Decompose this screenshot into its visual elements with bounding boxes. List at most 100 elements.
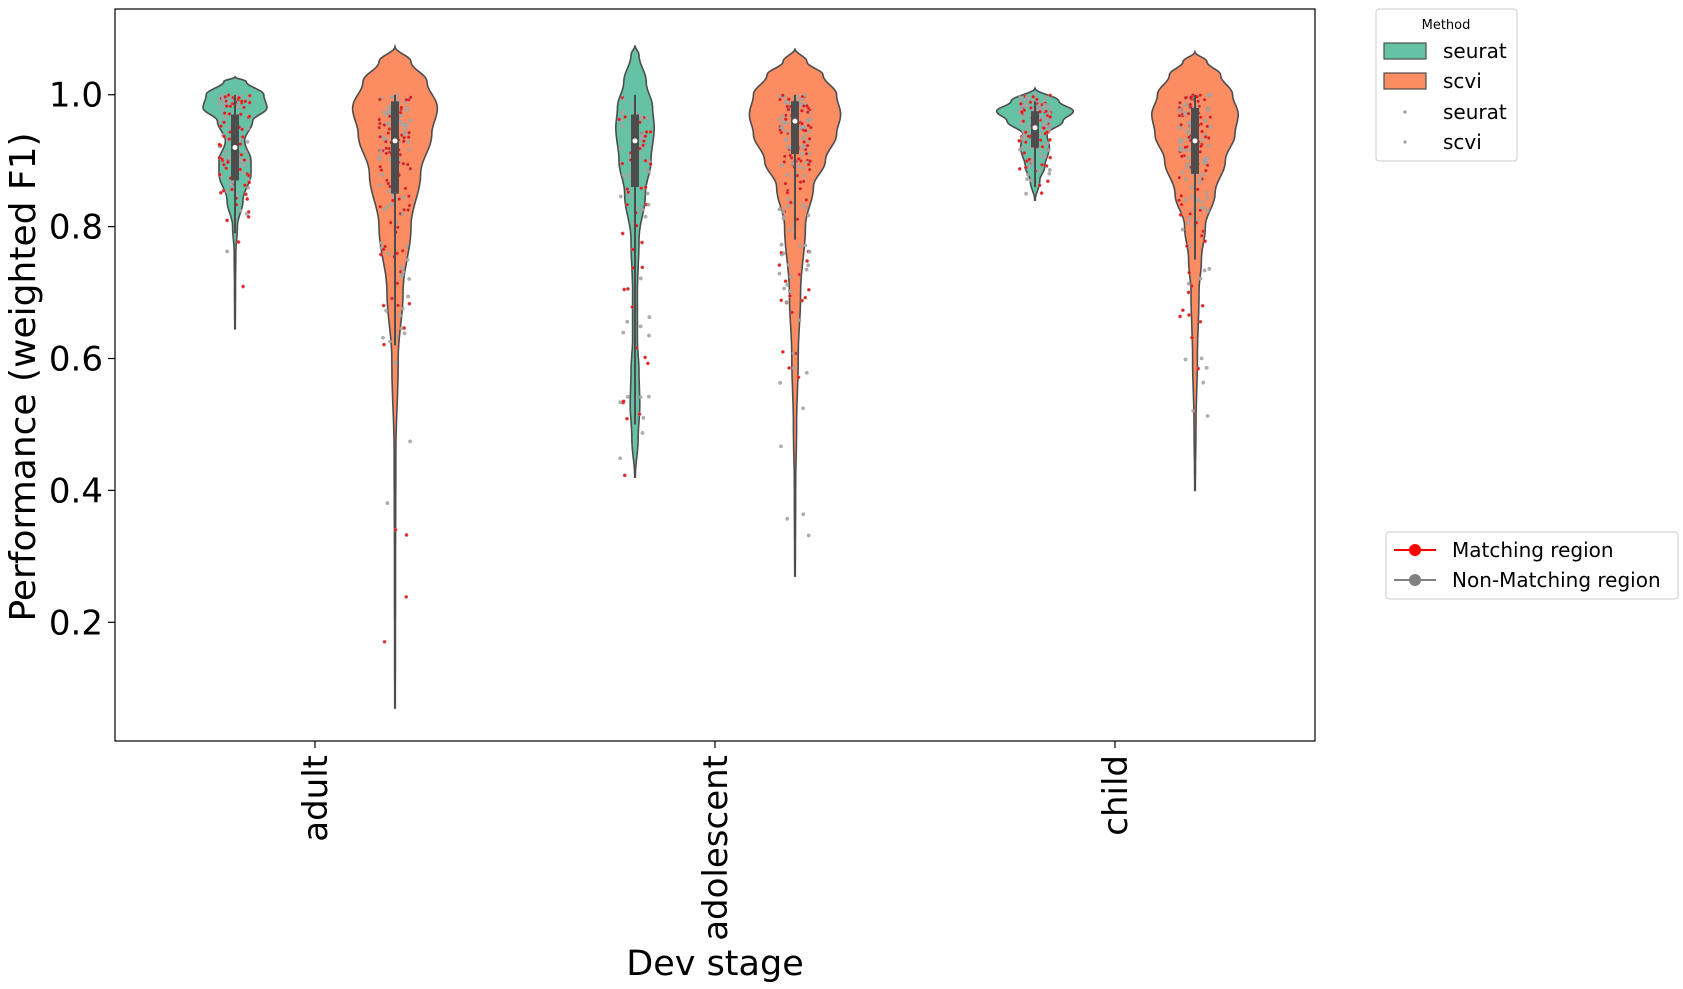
point-scvi-child [1177,113,1182,118]
point-seurat-adult [228,104,233,109]
point-seurat-adolescent [647,315,652,320]
point-seurat-adult [222,120,227,125]
point-seurat-child [1027,145,1032,150]
point-scvi-child [1204,160,1209,165]
point-seurat-adult [247,180,252,185]
point-scvi-adolescent [777,263,782,268]
point-scvi-adult [377,97,382,102]
point-scvi-adult [388,339,393,344]
point-scvi-adult [405,257,410,262]
point-seurat-adult [244,211,249,216]
point-seurat-adolescent [630,305,635,309]
point-scvi-child [1206,93,1211,97]
point-scvi-adolescent [788,293,792,298]
point-scvi-adolescent [791,366,796,371]
point-scvi-adolescent [780,93,785,98]
point-seurat-adult [224,104,229,109]
point-scvi-adolescent [787,145,792,150]
point-seurat-child [1024,103,1029,107]
point-seurat-child [1030,160,1035,165]
point-scvi-adult [384,178,389,183]
legend-marker-matching [1409,544,1421,556]
point-seurat-child [1027,157,1032,162]
point-scvi-adult [403,126,408,131]
point-scvi-child [1191,408,1196,413]
point-scvi-adolescent [806,162,811,167]
point-scvi-child [1177,126,1182,130]
point-scvi-adolescent [805,119,810,123]
point-seurat-adolescent [617,117,622,122]
point-seurat-child [1047,167,1052,172]
point-scvi-adolescent [777,207,782,212]
point-scvi-adult [399,122,404,127]
point-seurat-adult [246,158,250,163]
y-axis-label: Performance (weighted F1) [3,132,44,621]
point-scvi-child [1185,162,1189,167]
box-scvi-adolescent [791,101,799,155]
point-scvi-child [1200,199,1205,204]
point-seurat-adult [217,119,222,124]
point-scvi-adolescent [805,259,810,263]
plot-frame [114,8,1316,742]
legend-marker-non-matching [1409,574,1421,586]
point-scvi-child [1178,212,1183,217]
point-scvi-child [1184,128,1189,133]
point-seurat-adult [218,190,223,195]
point-scvi-adolescent [778,380,783,385]
point-seurat-adult [225,218,230,223]
point-seurat-adolescent [641,139,646,144]
point-scvi-child [1177,175,1182,180]
point-scvi-adolescent [799,108,804,113]
legend-swatch-scvi [1383,72,1427,90]
point-scvi-adolescent [801,406,805,411]
point-scvi-child [1178,108,1183,112]
point-seurat-adolescent [618,194,623,199]
point-scvi-child [1201,172,1206,177]
point-seurat-adolescent [618,146,623,151]
point-scvi-adolescent [800,151,805,156]
point-scvi-adult [398,313,403,318]
point-scvi-adolescent [802,173,807,178]
point-scvi-adult [397,197,402,202]
point-seurat-adolescent [639,186,644,191]
point-scvi-adolescent [803,128,808,133]
point-scvi-child [1198,176,1202,181]
point-scvi-adolescent [781,209,786,214]
point-scvi-adolescent [800,125,805,130]
point-seurat-child [1019,109,1024,114]
point-scvi-adolescent [805,103,810,108]
point-seurat-child [1042,126,1046,131]
point-seurat-adolescent [647,333,651,338]
point-seurat-adult [227,137,232,141]
point-seurat-adult [220,107,225,112]
point-scvi-child [1182,112,1187,116]
point-scvi-child [1179,193,1184,198]
point-seurat-adolescent [622,97,627,102]
point-scvi-adolescent [802,145,807,150]
point-seurat-adult [217,102,222,107]
point-scvi-adolescent [796,164,801,169]
point-scvi-adolescent [779,242,784,247]
point-seurat-adult [221,154,226,159]
point-seurat-child [1017,120,1022,125]
point-seurat-adult [246,173,251,178]
point-scvi-child [1179,145,1184,150]
point-seurat-adult [225,189,230,194]
point-scvi-adult [378,134,383,139]
point-scvi-adult [382,110,387,115]
point-scvi-adolescent [798,243,803,248]
point-scvi-adult [407,147,412,152]
point-scvi-adult [379,240,383,245]
point-seurat-child [1045,141,1050,146]
point-scvi-adolescent [788,200,793,205]
point-seurat-adolescent [638,276,643,281]
point-scvi-adolescent [785,516,790,521]
point-scvi-adolescent [800,298,804,303]
point-seurat-adolescent [638,395,643,400]
point-scvi-adolescent [779,298,784,303]
point-scvi-child [1186,155,1190,160]
point-scvi-adult [389,296,394,301]
point-seurat-adult [226,93,231,98]
point-seurat-child [1029,178,1034,183]
